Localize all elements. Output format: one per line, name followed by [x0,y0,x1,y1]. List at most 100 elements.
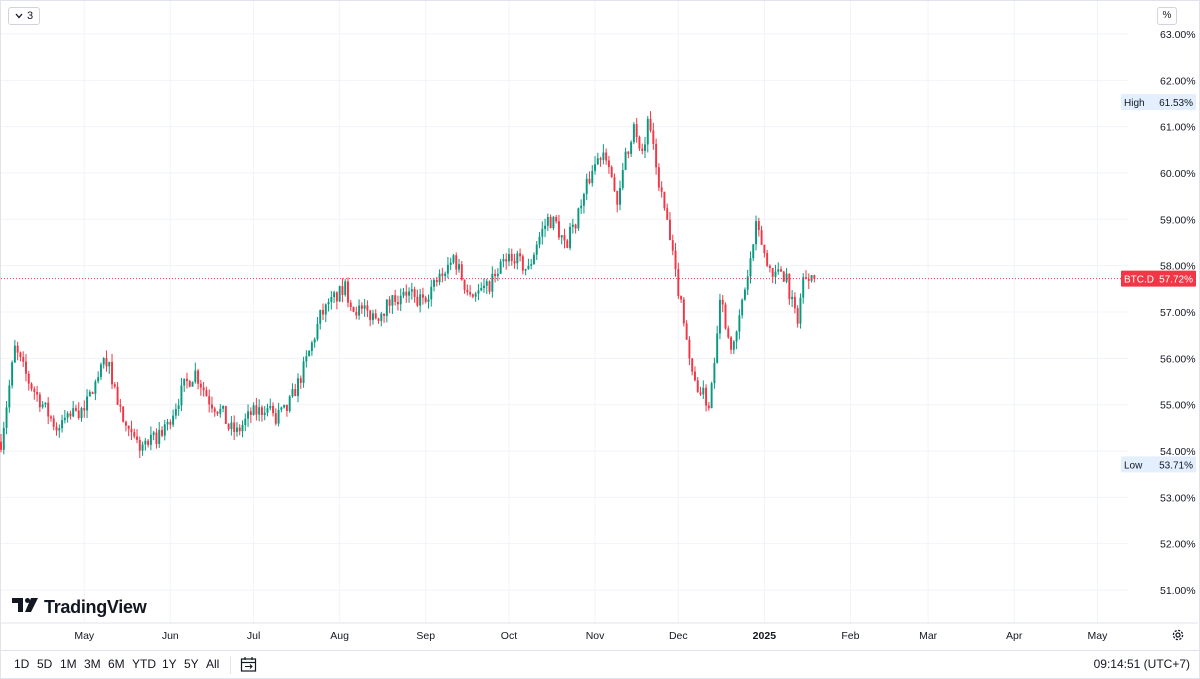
candle[interactable] [385,299,388,323]
candle[interactable] [258,399,261,422]
candle[interactable] [288,394,291,413]
candle[interactable] [635,117,638,143]
candle[interactable] [230,416,233,436]
candle[interactable] [796,305,799,328]
range-1y-button[interactable]: 1Y [162,657,177,671]
candle[interactable] [521,254,524,275]
range-5y-button[interactable]: 5Y [184,657,199,671]
candle[interactable] [405,284,408,303]
candle[interactable] [391,295,394,314]
candle[interactable] [749,251,752,284]
candle[interactable] [210,396,213,413]
candle[interactable] [319,309,322,330]
range-all-button[interactable]: All [206,657,220,671]
candle[interactable] [666,203,669,221]
candle[interactable] [707,401,710,411]
candle[interactable] [44,402,47,408]
candle[interactable] [191,381,194,387]
candle[interactable] [83,400,86,418]
candle[interactable] [791,290,794,308]
candle[interactable] [33,386,36,400]
candle[interactable] [446,257,449,279]
candle[interactable] [502,254,505,268]
candle[interactable] [38,392,41,412]
candle[interactable] [247,404,250,427]
candle[interactable] [363,298,366,317]
candle[interactable] [241,420,244,438]
candle[interactable] [399,288,402,312]
candle[interactable] [755,215,758,251]
candle[interactable] [782,270,785,282]
candle[interactable] [724,302,727,330]
candle[interactable] [477,284,480,301]
candle[interactable] [113,382,116,389]
candle[interactable] [408,287,411,303]
candle[interactable] [757,217,760,237]
candle[interactable] [283,404,286,409]
candle[interactable] [485,278,488,295]
candle[interactable] [630,140,633,157]
candle[interactable] [335,291,338,310]
candle[interactable] [169,419,172,430]
candle[interactable] [685,320,688,340]
candle[interactable] [227,423,230,432]
candle[interactable] [11,360,14,389]
candle[interactable] [252,402,255,416]
candle[interactable] [36,385,39,402]
candle[interactable] [602,144,605,165]
candle[interactable] [682,296,685,327]
candle[interactable] [621,163,624,191]
candle[interactable] [122,406,125,423]
candle[interactable] [366,300,369,318]
candle[interactable] [322,303,324,320]
candle[interactable] [127,425,130,437]
candle[interactable] [136,429,138,444]
candle[interactable] [369,309,372,327]
candle[interactable] [313,337,316,348]
candle[interactable] [805,270,807,280]
candle[interactable] [793,292,796,314]
candle[interactable] [780,266,782,272]
candle[interactable] [449,257,452,271]
candle[interactable] [674,242,677,277]
candle[interactable] [649,111,652,133]
candle[interactable] [474,291,477,302]
candle[interactable] [174,403,177,420]
candle[interactable] [563,228,566,249]
candle[interactable] [419,288,422,313]
candle[interactable] [544,218,547,238]
candle[interactable] [177,398,180,416]
candle[interactable] [144,437,147,451]
candle[interactable] [86,389,89,418]
candle[interactable] [763,244,766,258]
range-3m-button[interactable]: 3M [84,657,101,671]
tradingview-logo[interactable]: TradingView [12,597,147,618]
candle[interactable] [613,173,616,192]
candle[interactable] [524,268,527,276]
candle[interactable] [124,420,127,432]
candle[interactable] [58,424,61,438]
candle[interactable] [582,192,585,214]
candle[interactable] [680,295,683,303]
candle[interactable] [152,430,155,441]
candle[interactable] [327,298,330,312]
candle[interactable] [768,264,771,273]
candle[interactable] [19,351,22,362]
candle[interactable] [238,424,241,436]
candle[interactable] [97,371,100,384]
candle[interactable] [149,426,152,451]
candle[interactable] [285,404,288,417]
candle[interactable] [111,353,114,389]
candle[interactable] [383,313,386,323]
candle[interactable] [74,404,77,412]
candle[interactable] [302,356,305,388]
candle[interactable] [41,401,44,409]
candle[interactable] [163,419,166,441]
candle[interactable] [147,439,150,448]
candle[interactable] [116,381,119,406]
candle[interactable] [702,380,705,400]
candle[interactable] [627,151,630,159]
candle[interactable] [308,350,311,357]
range-ytd-button[interactable]: YTD [132,657,156,671]
range-1d-button[interactable]: 1D [14,657,30,671]
